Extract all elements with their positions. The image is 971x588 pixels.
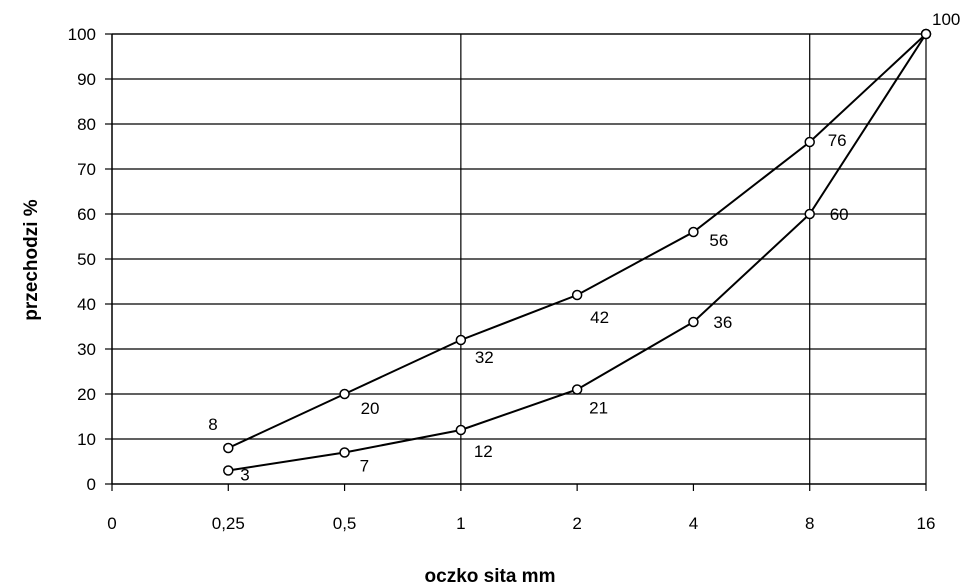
x-tick-label: 4 — [689, 514, 698, 533]
y-tick-label: 20 — [77, 385, 96, 404]
series-1-data-label: 32 — [475, 348, 494, 367]
series-2-data-label: 3 — [240, 466, 249, 485]
series-2-point — [920, 28, 932, 40]
x-tick-labels: 0 0,25 0,5 1 2 4 8 16 — [107, 514, 935, 533]
series-2-point — [455, 424, 467, 436]
x-axis-title: oczko sita mm — [425, 566, 556, 587]
series-2-data-label: 7 — [360, 457, 369, 476]
data-labels: 8 20 32 42 56 76 100 3 7 12 21 36 60 — [208, 10, 960, 485]
series-1-point — [339, 388, 350, 400]
y-tick-labels: 0 10 20 30 40 50 60 70 80 90 100 — [68, 25, 96, 494]
series-1-data-label: 42 — [590, 308, 609, 327]
x-tick-label: 0,5 — [333, 514, 357, 533]
y-tick-label: 90 — [77, 70, 96, 89]
series-lines — [227, 33, 927, 472]
series-1-point — [571, 289, 583, 301]
series-1-point — [223, 442, 234, 454]
series-1-data-label: 100 — [932, 10, 960, 29]
series-1-data-label: 76 — [828, 131, 847, 150]
series-2-point — [339, 447, 350, 458]
series-1-point — [688, 226, 699, 238]
series-1-data-label: 20 — [361, 399, 380, 418]
series-2-point — [571, 384, 583, 395]
series-1-data-label: 56 — [709, 231, 728, 250]
series-1-point — [804, 136, 815, 148]
y-tick-label: 0 — [87, 475, 96, 494]
x-tick-label: 2 — [572, 514, 581, 533]
x-tick-label: 0,25 — [212, 514, 245, 533]
gridlines — [112, 33, 926, 484]
y-tick-label: 80 — [77, 115, 96, 134]
series-1-point — [455, 334, 467, 346]
y-tick-label: 40 — [77, 295, 96, 314]
axes — [105, 33, 927, 491]
series-2-data-label: 36 — [713, 313, 732, 332]
series-2-data-label: 12 — [474, 442, 493, 461]
y-tick-label: 70 — [77, 160, 96, 179]
y-tick-label: 100 — [68, 25, 96, 44]
series-points — [223, 28, 932, 476]
x-tick-label: 16 — [917, 514, 936, 533]
series-1-data-label: 8 — [208, 415, 217, 434]
y-tick-label: 10 — [77, 430, 96, 449]
y-tick-label: 50 — [77, 250, 96, 269]
x-tick-label: 1 — [456, 514, 465, 533]
series-2-point — [223, 465, 234, 476]
series-2-data-label: 21 — [589, 399, 608, 418]
x-tick-label: 8 — [805, 514, 814, 533]
y-axis-title: przechodzi % — [21, 199, 42, 321]
x-tick-label: 0 — [107, 514, 116, 533]
y-tick-label: 30 — [77, 340, 96, 359]
series-2-data-label: 60 — [830, 205, 849, 224]
y-tick-label: 60 — [77, 205, 96, 224]
series-2-point — [804, 208, 815, 220]
series-2-line — [228, 33, 927, 472]
series-2-point — [688, 316, 699, 328]
